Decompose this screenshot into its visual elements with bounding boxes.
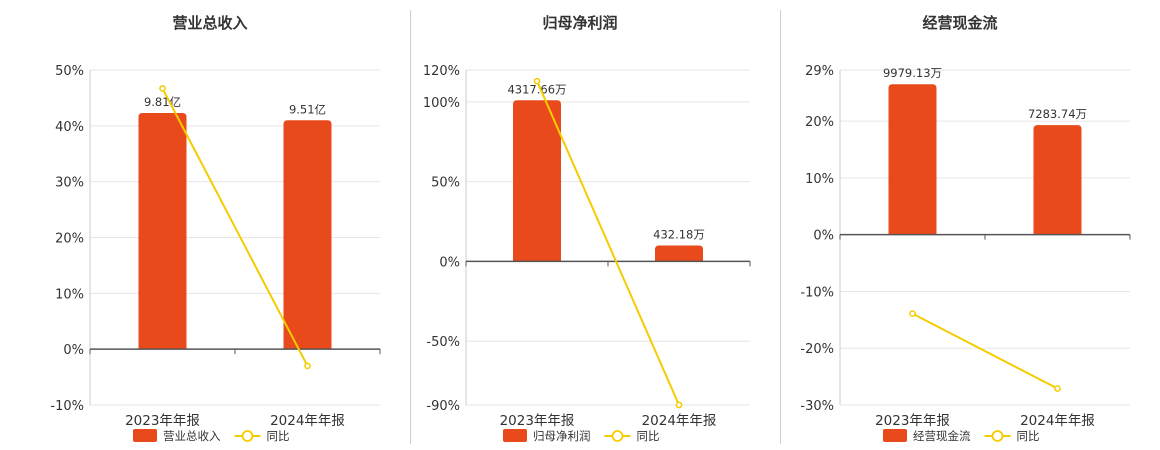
legend-bar-label: 归母净利润 [533,429,591,443]
legend-line-label: 同比 [637,429,660,443]
y-tick-label: 100% [423,96,460,111]
chart-panel-cash-flow: 经营现金流 29% 20% 10% 0% -10% -20% -30% 9979.13万 7283… [781,0,1160,450]
chart-title: 经营现金流 [922,14,997,32]
legend-line-label: 同比 [267,429,290,443]
legend-bar-swatch [883,429,907,442]
y-tick-label: -30% [800,399,834,414]
y-tick-label: 20% [55,232,84,247]
chart-panel-net-profit: 归母净利润 120% 100% 50% 0% -50% -90% 4317.66万 432.18… [411,0,780,450]
y-tick-label: 40% [55,120,84,135]
bar [513,100,561,262]
legend-line-label: 同比 [1017,429,1040,443]
legend-bar-swatch [133,429,157,442]
x-tick-label: 2023年年报 [875,413,950,429]
y-tick-label: -90% [426,399,460,414]
bar-data-label: 9.51亿 [289,102,326,116]
chart-title: 营业总收入 [172,14,247,32]
y-tick-label: 50% [431,176,460,191]
legend-bar-label: 经营现金流 [913,429,971,443]
panel-divider [780,10,781,444]
yoy-point [909,310,916,317]
y-tick-label: -10% [50,399,84,414]
y-tick-label: -50% [426,335,460,350]
legend-line-marker [611,430,624,442]
x-tick-label: 2024年年报 [270,413,345,429]
y-tick-label: 29% [805,64,834,79]
legend-line-marker [241,430,254,442]
panel-divider [410,10,411,444]
revenue-chart: 营业总收入 50% 40% 30% 20% 10% 0% -10% 9.81亿 9.51亿 2023… [50,14,381,443]
legend-bar-label: 营业总收入 [163,429,221,443]
y-tick-label: 20% [805,115,834,130]
x-tick-label: 2024年年报 [642,413,717,429]
x-tick-label: 2023年年报 [500,413,575,429]
bar-data-label: 4317.66万 [507,82,566,96]
bar-data-label: 9979.13万 [883,66,942,80]
y-tick-label: -20% [800,342,834,357]
bar [283,120,332,350]
bar [138,112,187,350]
bar [655,245,703,262]
yoy-point [533,77,541,85]
chart-title: 归母净利润 [542,14,617,32]
yoy-line [912,312,1058,390]
y-tick-label: -10% [800,285,834,300]
y-tick-label: 0% [813,229,834,244]
y-tick-label: 50% [55,64,84,79]
net-profit-chart: 归母净利润 120% 100% 50% 0% -50% -90% 4317.66万 432.18… [423,14,751,443]
yoy-point [304,362,311,370]
cash-flow-chart: 经营现金流 29% 20% 10% 0% -10% -20% -30% 9979.13万 7283… [800,14,1131,443]
bar-data-label: 7283.74万 [1028,107,1087,121]
legend-line-marker [991,430,1004,442]
yoy-line [536,80,680,406]
yoy-point [159,85,166,92]
y-tick-label: 0% [439,255,460,270]
yoy-point [1054,385,1061,392]
bar-data-label: 432.18万 [653,227,705,241]
x-tick-label: 2024年年报 [1020,413,1095,429]
x-tick-label: 2023年年报 [125,413,200,429]
yoy-point [675,401,683,409]
y-tick-label: 10% [805,172,834,187]
bar [1033,125,1082,235]
bar [888,84,937,235]
y-tick-label: 30% [55,176,84,191]
bar-data-label: 9.81亿 [144,95,181,109]
y-tick-label: 10% [55,287,84,302]
legend-bar-swatch [503,429,527,442]
chart-panel-revenue: 营业总收入 50% 40% 30% 20% 10% 0% -10% 9.81亿 9.51亿 2023… [0,0,410,450]
y-tick-label: 0% [63,343,84,358]
y-tick-label: 120% [423,64,460,79]
yoy-line [161,87,309,367]
